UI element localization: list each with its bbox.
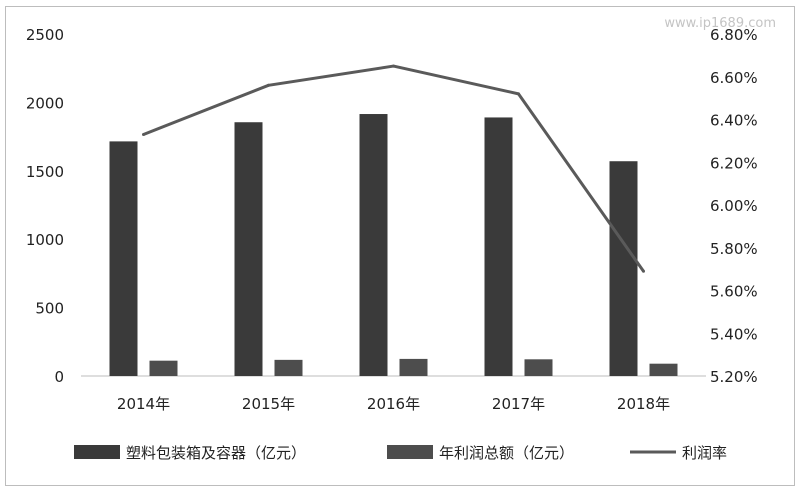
right-tick-label: 5.60%	[710, 283, 758, 301]
profit-rate-point	[642, 269, 645, 273]
right-tick-label: 6.20%	[710, 154, 758, 172]
x-tick-label: 2014年	[117, 395, 170, 413]
bar-profit	[149, 360, 178, 376]
profit-rate-point	[392, 64, 395, 68]
right-tick-label: 5.80%	[710, 240, 758, 258]
legend-swatch-bar	[387, 445, 433, 459]
left-tick-label: 2500	[26, 26, 64, 44]
bars-layer	[109, 114, 678, 377]
legend-label: 塑料包装箱及容器（亿元）	[126, 444, 306, 462]
profit-rate-line	[142, 64, 645, 273]
legend-label: 年利润总额（亿元）	[439, 444, 574, 462]
right-tick-label: 6.40%	[710, 112, 758, 130]
left-tick-label: 1000	[26, 231, 64, 249]
bar-container-output	[609, 161, 638, 376]
bar-profit	[399, 358, 428, 376]
right-axis: 5.20% 5.40% 5.60% 5.80% 6.00% 6.20% 6.40% 6.60%…	[710, 26, 758, 386]
left-tick-label: 2000	[26, 94, 64, 112]
right-tick-label: 5.20%	[710, 368, 758, 386]
combo-chart: www.ip1689.com 0 500 1000 1500 2000 2500 5.20…	[26, 16, 776, 462]
left-tick-label: 500	[35, 300, 64, 318]
watermark: www.ip1689.com	[664, 16, 776, 31]
right-tick-label: 6.00%	[710, 197, 758, 215]
right-tick-label: 6.60%	[710, 69, 758, 87]
left-tick-label: 0	[54, 368, 64, 386]
bar-profit	[274, 359, 303, 376]
bar-profit	[524, 359, 553, 376]
x-tick-label: 2015年	[242, 395, 295, 413]
profit-rate-point	[267, 83, 270, 87]
line-layer	[142, 64, 645, 273]
legend-label: 利润率	[682, 444, 727, 462]
x-axis: 2014年 2015年 2016年 2017年 2018年	[117, 395, 670, 413]
bar-profit	[649, 363, 678, 376]
profit-rate-point	[142, 132, 145, 136]
x-tick-label: 2018年	[617, 395, 670, 413]
bar-container-output	[109, 141, 138, 376]
left-tick-label: 1500	[26, 163, 64, 181]
left-axis: 0 500 1000 1500 2000 2500	[26, 26, 64, 386]
right-tick-label: 5.40%	[710, 325, 758, 343]
bar-container-output	[234, 122, 263, 377]
x-tick-label: 2017年	[492, 395, 545, 413]
bar-container-output	[484, 117, 513, 376]
legend: 塑料包装箱及容器（亿元） 年利润总额（亿元） 利润率	[74, 444, 727, 462]
bar-container-output	[359, 114, 388, 376]
legend-swatch-bar	[74, 445, 120, 459]
right-tick-label: 6.80%	[710, 26, 758, 44]
chart-frame: www.ip1689.com 0 500 1000 1500 2000 2500 5.20…	[5, 6, 795, 486]
x-tick-label: 2016年	[367, 395, 420, 413]
profit-rate-point	[517, 92, 520, 96]
